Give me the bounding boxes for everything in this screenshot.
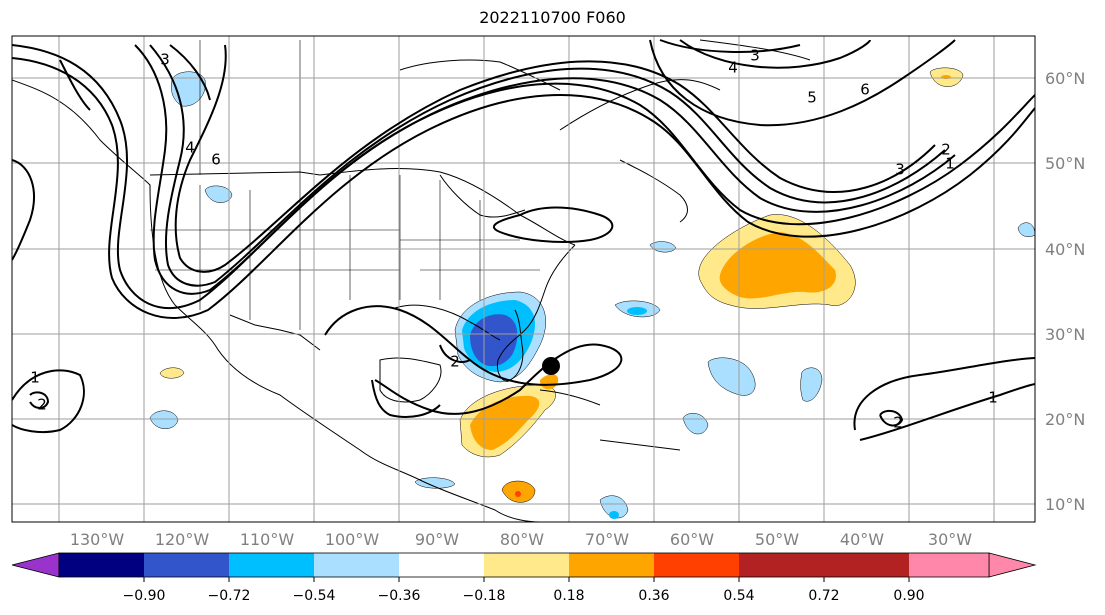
colorbar-tick-label: −0.18 <box>463 588 506 604</box>
lat-label: 50°N <box>1045 154 1085 173</box>
colorbar-tick-label: 0.54 <box>723 588 754 604</box>
contour-label: 1 <box>945 155 955 173</box>
lat-label: 30°N <box>1045 325 1085 344</box>
contour-label: 3 <box>895 161 905 179</box>
contour-label: 3 <box>750 47 760 65</box>
lon-label: 60°W <box>670 530 714 549</box>
negative-anomaly-florida-core <box>470 314 518 367</box>
colorbar-tick-label: −0.54 <box>293 588 336 604</box>
anomaly-shading <box>149 67 1035 519</box>
map-frame <box>11 35 1036 523</box>
lon-label: 80°W <box>500 530 544 549</box>
positive-anomaly-caribbean-core <box>470 395 540 450</box>
lon-label: 70°W <box>585 530 629 549</box>
colorbar-tick-label: 0.90 <box>893 588 924 604</box>
map-title: 2022110700 F060 <box>479 8 626 27</box>
latitude-labels: 60°N 50°N 40°N 30°N 20°N 10°N <box>1045 69 1085 514</box>
colorbar-segment <box>59 553 144 577</box>
colorbar-segment <box>229 553 314 577</box>
longitude-labels: 130°W 120°W 110°W 100°W 90°W 80°W 70°W 6… <box>70 530 972 549</box>
colorbar-tick-label: −0.90 <box>123 588 166 604</box>
contour-label: 5 <box>807 89 817 107</box>
lon-label: 120°W <box>155 530 210 549</box>
colorbar-segment <box>739 553 824 577</box>
contour-label: 6 <box>211 151 221 169</box>
storm-center-marker <box>542 357 560 375</box>
negative-anomaly-cayman <box>414 477 456 489</box>
lon-label: 100°W <box>325 530 380 549</box>
colorbar-segment <box>399 553 484 577</box>
negative-anomaly-venezuela <box>599 495 629 519</box>
colorbar-outline <box>58 552 990 578</box>
contour-label: 2 <box>450 353 460 371</box>
colorbar-segment <box>654 553 739 577</box>
lat-label: 20°N <box>1045 410 1085 429</box>
colorbar-segment <box>144 553 229 577</box>
negative-anomaly-canada <box>204 185 233 203</box>
colorbar-segment <box>824 553 909 577</box>
contour-label: 6 <box>860 81 870 99</box>
negative-anomaly-east <box>1017 222 1035 237</box>
lat-label: 60°N <box>1045 69 1085 88</box>
contour-label: 4 <box>185 139 195 157</box>
colorbar-segment <box>314 553 399 577</box>
positive-anomaly-pacific <box>159 367 185 379</box>
negative-anomaly-mid-atlantic <box>800 367 823 402</box>
contours <box>12 39 1035 441</box>
graticule <box>12 36 1035 522</box>
negative-anomaly-central-atlantic <box>707 357 756 396</box>
lon-label: 90°W <box>415 530 459 549</box>
lon-label: 30°W <box>928 530 972 549</box>
colorbar-tick-label: 0.72 <box>808 588 839 604</box>
contour-label: 2 <box>893 414 903 432</box>
colorbar-arrow-left <box>11 552 60 578</box>
colorbar-segment <box>569 553 654 577</box>
colorbar-tick-label: −0.36 <box>378 588 421 604</box>
contour-label: 3 <box>160 51 170 69</box>
contour-label: 2 <box>37 396 47 414</box>
colorbar-ticks <box>143 577 910 582</box>
colorbar-segment <box>484 553 569 577</box>
negative-anomaly-pacific <box>149 410 179 429</box>
colorbar-arrow-right <box>988 552 1037 578</box>
colorbar-tick-label: −0.72 <box>208 588 251 604</box>
colorbar-tick-label: 0.36 <box>638 588 669 604</box>
contour-label: 1 <box>30 369 40 387</box>
colorbar: −0.90 −0.72 −0.54 −0.36 −0.18 0.18 0.36 … <box>11 552 1037 604</box>
lon-label: 50°W <box>755 530 799 549</box>
lon-label: 130°W <box>70 530 125 549</box>
colorbar-segment <box>909 553 989 577</box>
lon-label: 40°W <box>840 530 884 549</box>
lon-label: 110°W <box>240 530 295 549</box>
contour-labels: 3 4 6 2 1 1 1 2 3 5 6 4 3 2 2 <box>30 47 998 432</box>
lat-label: 10°N <box>1045 495 1085 514</box>
colorbar-tick-label: 0.18 <box>553 588 584 604</box>
contour-label: 4 <box>728 59 738 77</box>
negative-anomaly-antilles <box>682 413 709 435</box>
lat-label: 40°N <box>1045 240 1085 259</box>
contour-label: 1 <box>988 389 998 407</box>
contour-label: 2 <box>941 141 951 159</box>
